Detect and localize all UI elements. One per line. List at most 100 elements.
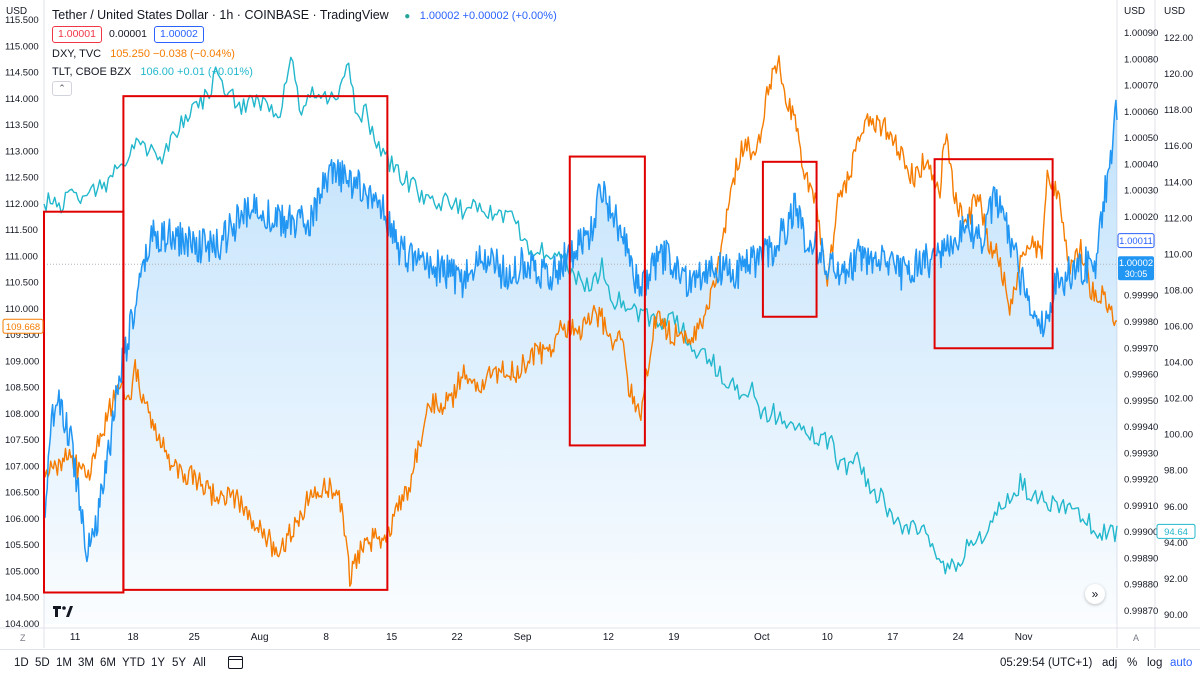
left-tick-label: 114.500 (5, 68, 39, 79)
timeframe-1d[interactable]: 1D (14, 657, 29, 669)
usdt-crosshair-label: 1.00011 (1119, 236, 1153, 247)
middle-tick-label: 0.99970 (1124, 343, 1158, 354)
timeframe-6m[interactable]: 6M (100, 657, 116, 669)
middle-axis-unit: USD (1124, 6, 1145, 17)
left-axis-unit: USD (6, 6, 27, 17)
timeframe-ytd[interactable]: YTD (122, 657, 145, 669)
x-tick-label: 25 (189, 632, 201, 643)
x-tick-label: 8 (323, 632, 329, 643)
collapse-legend-button[interactable]: ⌃ (52, 81, 72, 96)
log-toggle[interactable]: log (1147, 657, 1163, 669)
right-tick-label: 98.00 (1164, 466, 1188, 477)
left-tick-label: 107.500 (5, 435, 39, 446)
right-tick-label: 122.00 (1164, 33, 1193, 44)
legend-dxy[interactable]: DXY, TVC 105.250 −0.038 (−0.04%) (52, 48, 235, 60)
x-tick-label: Aug (251, 632, 269, 643)
dxy-last-label: 109.668 (6, 322, 40, 333)
middle-tick-label: 1.00030 (1124, 186, 1158, 197)
highlight-box-4 (761, 160, 818, 318)
dxy-last-label-bg (2, 318, 44, 334)
double-chevron-right-icon: » (1091, 587, 1099, 601)
left-tick-label: 115.000 (5, 41, 39, 52)
market-status-icon: ● (404, 11, 411, 22)
left-tick-label: 114.000 (5, 94, 39, 105)
middle-tick-label: 1.00090 (1124, 28, 1158, 39)
middle-tick-label: 0.99980 (1124, 317, 1158, 328)
bottom-toolbar: 1D 5D 1M 3M 6M YTD 1Y 5Y All 05:29:54 (U… (0, 649, 1200, 677)
middle-tick-label: 1.00020 (1124, 212, 1158, 223)
dxy-symbol: DXY, TVC (52, 48, 102, 60)
timeframe-1y[interactable]: 1Y (151, 657, 166, 669)
middle-tick-label: 0.99960 (1124, 370, 1158, 381)
timeframe-5y[interactable]: 5Y (172, 657, 187, 669)
right-tick-label: 104.00 (1164, 358, 1193, 369)
chevron-up-icon: ⌃ (58, 83, 66, 93)
x-tick-label: Sep (514, 632, 532, 643)
left-tick-label: 110.000 (5, 304, 39, 315)
right-tick-label: 108.00 (1164, 285, 1193, 296)
left-tick-label: 105.500 (5, 540, 39, 551)
left-tick-label: 115.500 (5, 15, 39, 26)
right-tick-label: 94.00 (1164, 538, 1188, 549)
middle-tick-label: 1.00070 (1124, 81, 1158, 92)
left-tick-label: 104.500 (5, 593, 39, 604)
middle-tick-label: 1.00040 (1124, 159, 1158, 170)
x-tick-label: Nov (1015, 632, 1033, 643)
middle-tick-label: 0.99890 (1124, 553, 1158, 564)
right-tick-label: 90.00 (1164, 610, 1188, 621)
left-tick-label: 111.000 (5, 251, 38, 262)
auto-scale-toggle[interactable]: A (1133, 633, 1140, 643)
x-tick-label: 24 (953, 632, 965, 643)
left-tick-label: 113.500 (5, 120, 39, 131)
right-axis-unit: USD (1164, 6, 1185, 17)
right-tick-label: 92.00 (1164, 574, 1188, 585)
middle-tick-label: 1.00060 (1124, 107, 1158, 118)
timeframe-1m[interactable]: 1M (56, 657, 72, 669)
right-tick-label: 112.00 (1164, 213, 1192, 224)
left-tick-label: 109.000 (5, 356, 39, 367)
chart-canvas[interactable]: 11 18 25 Aug 8 15 22 Sep 12 19 Oct 10 17 24 NovUSD115.… (0, 0, 1200, 649)
calendar-icon[interactable] (228, 656, 243, 669)
middle-tick-label: 0.99870 (1124, 606, 1158, 617)
legend-tlt[interactable]: TLT, CBOE BZX 106.00 +0.01 (+0.01%) (52, 66, 253, 78)
timeframe-5d[interactable]: 5D (35, 657, 50, 669)
left-tick-label: 108.000 (5, 409, 39, 420)
clock-time[interactable]: 05:29:54 (UTC+1) (1000, 657, 1093, 669)
ask-button[interactable]: 1.00002 (153, 26, 204, 43)
right-tick-label: 120.00 (1164, 69, 1193, 80)
percent-toggle[interactable]: % (1127, 657, 1138, 669)
x-tick-label: 11 (70, 632, 81, 643)
scroll-to-realtime-button[interactable]: » (1085, 584, 1105, 604)
tlt-symbol: TLT, CBOE BZX (52, 66, 132, 78)
tlt-values: 106.00 +0.01 (+0.01%) (140, 66, 253, 78)
middle-tick-label: 0.99880 (1124, 580, 1158, 591)
tradingview-logo-icon[interactable] (52, 604, 74, 618)
middle-tick-label: 0.99990 (1124, 291, 1158, 302)
price-change: 1.00002 +0.00002 (+0.00%) (419, 10, 557, 22)
x-tick-label: 22 (452, 632, 464, 643)
usdt-line (43, 99, 1118, 563)
bid-button[interactable]: 1.00001 (52, 26, 102, 43)
middle-tick-label: 1.00080 (1124, 54, 1158, 65)
timeframe-all[interactable]: All (193, 657, 206, 669)
adj-toggle[interactable]: adj (1102, 657, 1118, 669)
usdt-countdown: 30:05 (1125, 269, 1148, 279)
middle-tick-label: 0.99910 (1124, 501, 1158, 512)
tlt-last-label-bg (1156, 523, 1196, 539)
usdt-last-label-bg (1118, 256, 1154, 281)
dxy-values: 105.250 −0.038 (−0.04%) (110, 48, 235, 60)
x-tick-label: Oct (754, 632, 770, 643)
right-tick-label: 96.00 (1164, 502, 1188, 513)
spread-value: 0.00001 (108, 28, 147, 40)
middle-tick-label: 0.99920 (1124, 475, 1158, 486)
timeframe-3m[interactable]: 3M (78, 657, 94, 669)
auto-toggle[interactable]: auto (1170, 657, 1193, 669)
middle-tick-label: 0.99900 (1124, 527, 1158, 538)
right-tick-label: 116.00 (1164, 141, 1192, 152)
middle-tick-label: 0.99950 (1124, 396, 1158, 407)
usdt-last-label: 1.00002 (1119, 258, 1153, 269)
left-tick-label: 112.000 (5, 199, 39, 210)
right-tick-label: 102.00 (1164, 394, 1193, 405)
zoom-toggle[interactable]: Z (20, 633, 26, 643)
tlt-last-label: 94.64 (1164, 527, 1188, 538)
